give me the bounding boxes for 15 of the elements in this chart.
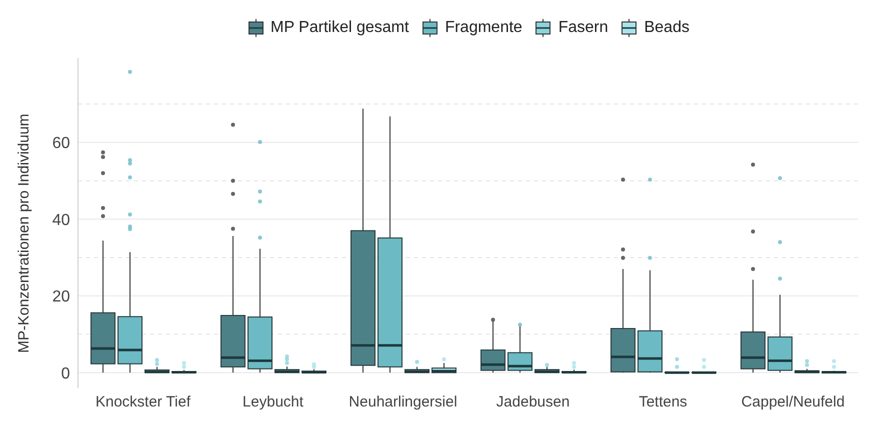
legend-label: Fasern: [557, 19, 608, 37]
legend-label: MP Partikel gesamt: [270, 19, 409, 37]
x-tick-label: Tettens: [638, 394, 688, 411]
legend-label: Fragmente: [444, 19, 522, 37]
x-tick-label: Cappel/Neufeld: [741, 394, 845, 411]
x-tick-label: Neuharlingersiel: [348, 394, 458, 411]
x-tick-label: Leybucht: [242, 394, 304, 411]
x-tick-label: Knockster Tief: [95, 394, 192, 411]
y-tick-label: 40: [52, 212, 70, 229]
x-tick-label: Jadebusen: [496, 394, 570, 411]
y-axis-title: MP-Konzentrationen pro Individuum: [15, 114, 32, 353]
y-tick-label: 60: [52, 135, 70, 152]
y-tick-label: 20: [52, 288, 70, 306]
y-tick-label: 0: [61, 365, 70, 382]
legend-label: Beads: [643, 19, 690, 37]
